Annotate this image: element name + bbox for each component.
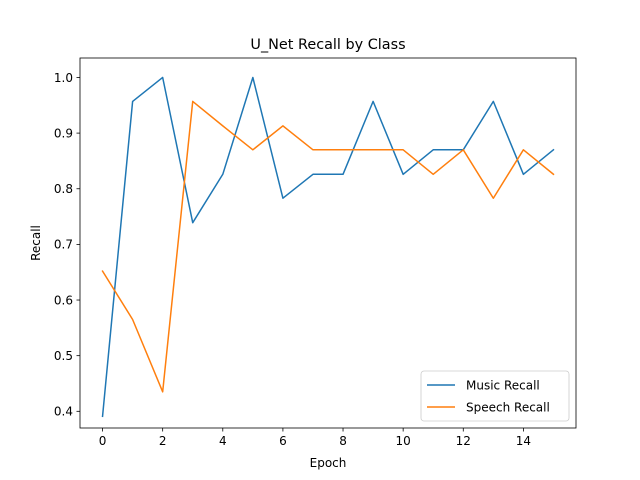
x-tick-label: 14: [516, 434, 531, 448]
y-axis: 0.4 0.5 0.6 0.7 0.8 0.9 1.0: [54, 71, 80, 419]
y-tick-label: 0.9: [54, 126, 73, 140]
x-tick-label: 0: [99, 434, 107, 448]
y-tick-label: 1.0: [54, 71, 73, 85]
x-axis-label: Epoch: [310, 456, 347, 470]
y-tick-label: 0.7: [54, 238, 73, 252]
y-tick-label: 0.6: [54, 293, 73, 307]
x-tick-label: 4: [219, 434, 227, 448]
x-tick-label: 6: [279, 434, 287, 448]
chart-title: U_Net Recall by Class: [250, 37, 405, 53]
legend-label: Speech Recall: [466, 400, 550, 414]
y-tick-label: 0.8: [54, 182, 73, 196]
legend-label: Music Recall: [466, 378, 540, 392]
plot-frame: [79, 57, 577, 429]
x-tick-label: 10: [396, 434, 411, 448]
legend: Music Recall Speech Recall: [420, 370, 570, 422]
plot-area: [79, 57, 577, 429]
series-line-speech-recall: [101, 100, 555, 393]
x-tick-label: 12: [456, 434, 471, 448]
x-tick-label: 2: [159, 434, 167, 448]
x-tick-label: 8: [339, 434, 347, 448]
series-line-music-recall: [101, 76, 555, 418]
y-tick-label: 0.5: [54, 349, 73, 363]
x-axis: 0 2 4 6 8 10 12 14: [99, 428, 531, 448]
y-axis-label: Recall: [29, 225, 43, 261]
series-lines: [101, 76, 555, 418]
legend-box: [420, 370, 570, 422]
y-tick-label: 0.4: [54, 405, 73, 419]
